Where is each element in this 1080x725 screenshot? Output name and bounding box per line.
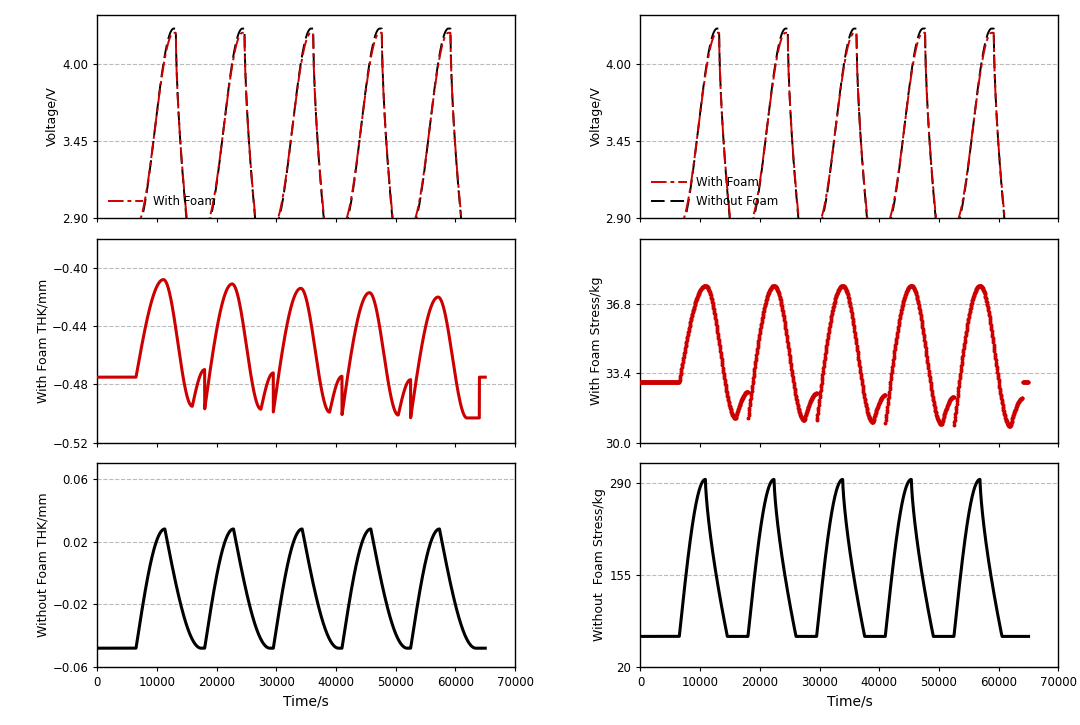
Y-axis label: Without Foam THK/mm: Without Foam THK/mm [37, 493, 50, 637]
Y-axis label: Without  Foam Stress/kg: Without Foam Stress/kg [593, 489, 606, 642]
Y-axis label: With Foam THK/mm: With Foam THK/mm [37, 278, 50, 403]
Legend: With Foam, Without Foam: With Foam, Without Foam [647, 171, 783, 212]
Legend: With Foam: With Foam [103, 190, 220, 212]
Y-axis label: Voltage/V: Voltage/V [46, 86, 59, 146]
Y-axis label: Voltage/V: Voltage/V [590, 86, 603, 146]
Y-axis label: With Foam Stress/kg: With Foam Stress/kg [590, 276, 603, 405]
X-axis label: Time/s: Time/s [826, 695, 873, 708]
X-axis label: Time/s: Time/s [283, 695, 329, 708]
